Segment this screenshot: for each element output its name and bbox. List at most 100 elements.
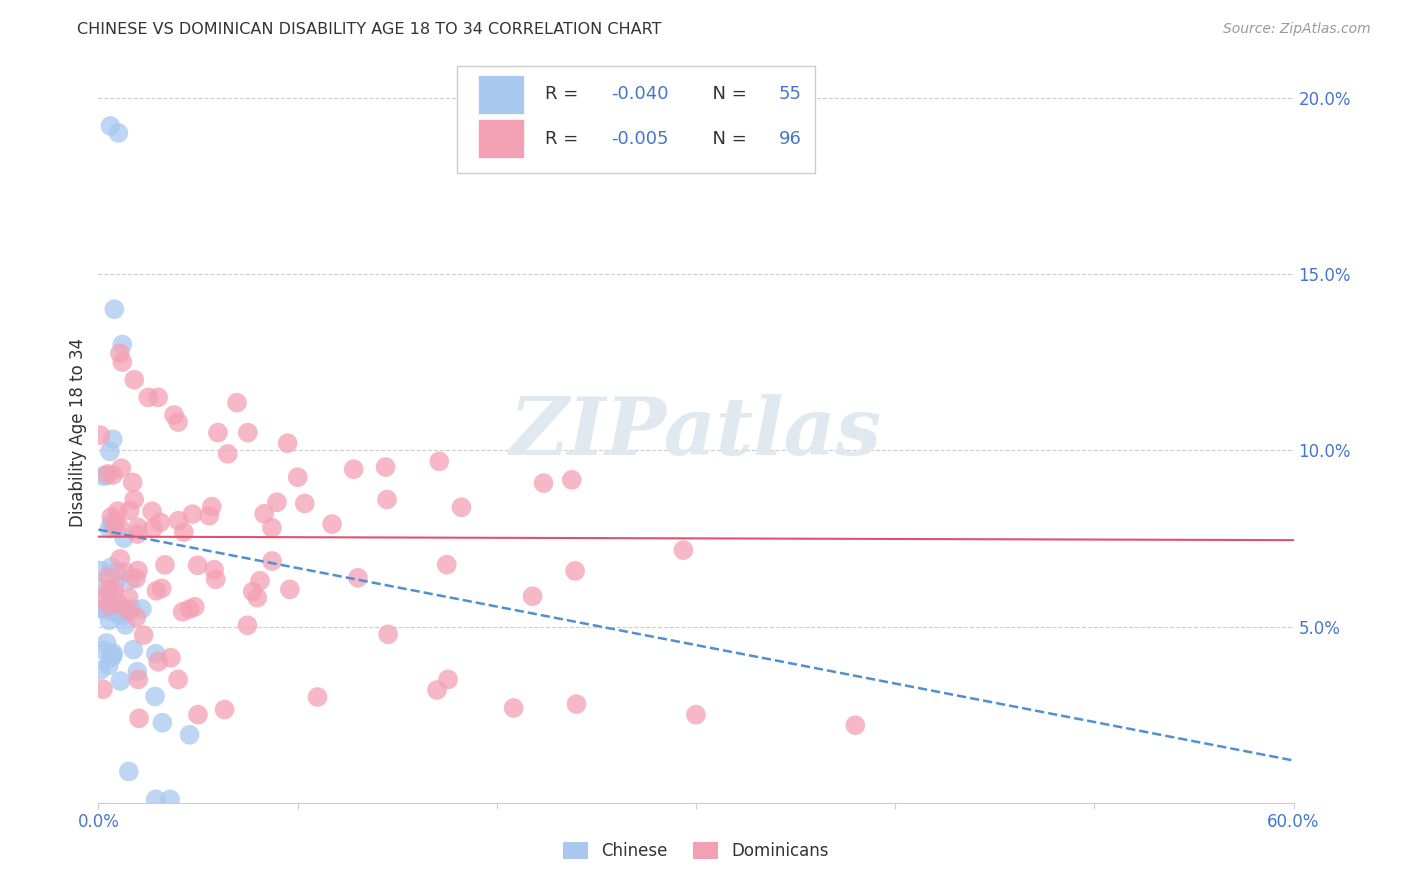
Text: CHINESE VS DOMINICAN DISABILITY AGE 18 TO 34 CORRELATION CHART: CHINESE VS DOMINICAN DISABILITY AGE 18 T… (77, 22, 662, 37)
Point (450, 500, 472, 515)
Point (103, 582, 125, 597)
Point (89, 663, 111, 677)
Point (149, 516, 172, 530)
Point (159, 792, 181, 806)
Point (145, 583, 167, 598)
Point (294, 496, 316, 510)
Point (122, 642, 145, 657)
Point (114, 618, 136, 632)
Point (150, 582, 173, 596)
Point (96, 602, 118, 616)
Text: -0.005: -0.005 (612, 129, 669, 148)
Point (105, 565, 128, 579)
Point (110, 673, 132, 688)
Point (93, 643, 115, 657)
Point (672, 543, 695, 558)
Text: N =: N = (700, 129, 752, 148)
Point (118, 764, 141, 779)
Point (343, 462, 366, 476)
Point (321, 516, 343, 531)
Point (153, 558, 176, 572)
Point (148, 655, 170, 669)
Point (565, 697, 588, 711)
Point (207, 425, 229, 440)
Point (111, 337, 134, 351)
Point (108, 519, 131, 533)
Point (844, 718, 866, 732)
Point (93, 602, 115, 616)
Point (98, 119, 122, 133)
Point (125, 610, 148, 624)
Point (105, 606, 128, 620)
Point (145, 647, 167, 661)
Point (89, 564, 111, 578)
Point (128, 711, 150, 725)
Point (104, 578, 127, 592)
Point (214, 702, 236, 716)
Point (114, 602, 136, 616)
Point (145, 792, 167, 806)
Point (103, 602, 125, 616)
Point (198, 508, 221, 523)
Point (118, 503, 141, 517)
Point (94, 602, 117, 616)
FancyBboxPatch shape (478, 120, 524, 158)
Point (93, 602, 115, 616)
Point (117, 591, 139, 605)
Point (201, 500, 224, 514)
Point (142, 522, 165, 536)
Text: ZIPatlas: ZIPatlas (510, 394, 882, 471)
Point (685, 707, 707, 722)
Point (108, 346, 131, 360)
Point (103, 302, 125, 317)
Point (97, 570, 120, 584)
Point (561, 473, 583, 487)
Point (90, 602, 112, 616)
Point (127, 665, 149, 679)
Point (120, 573, 142, 587)
Point (110, 461, 132, 475)
Point (148, 390, 170, 404)
Point (97, 467, 120, 481)
Point (100, 509, 122, 524)
Point (262, 554, 284, 568)
Point (107, 126, 129, 140)
Point (152, 715, 174, 730)
Point (112, 531, 135, 545)
Point (100, 648, 122, 663)
Point (246, 591, 269, 605)
Point (217, 447, 239, 461)
Point (426, 683, 449, 698)
Text: R =: R = (546, 129, 585, 148)
Point (179, 728, 201, 742)
Point (132, 628, 155, 642)
Point (89, 591, 111, 606)
Point (179, 602, 201, 616)
Point (107, 602, 129, 616)
Point (260, 521, 283, 535)
Point (107, 602, 129, 616)
Point (114, 566, 136, 580)
Point (97, 658, 120, 673)
Point (242, 584, 264, 599)
Point (96, 636, 118, 650)
Point (117, 604, 139, 618)
Legend: Chinese, Dominicans: Chinese, Dominicans (555, 834, 837, 869)
Point (522, 589, 544, 603)
Point (427, 454, 450, 468)
Point (122, 492, 145, 507)
Point (98, 522, 121, 536)
Point (103, 602, 125, 616)
Point (374, 460, 396, 475)
Point (98, 602, 121, 616)
Point (202, 563, 225, 577)
Point (127, 527, 149, 541)
Text: N =: N = (700, 86, 752, 103)
Point (100, 560, 122, 574)
Point (143, 690, 166, 704)
Point (184, 599, 207, 614)
Point (564, 564, 586, 578)
Point (121, 602, 143, 616)
Y-axis label: Disability Age 18 to 34: Disability Age 18 to 34 (69, 338, 87, 527)
Point (167, 673, 190, 687)
